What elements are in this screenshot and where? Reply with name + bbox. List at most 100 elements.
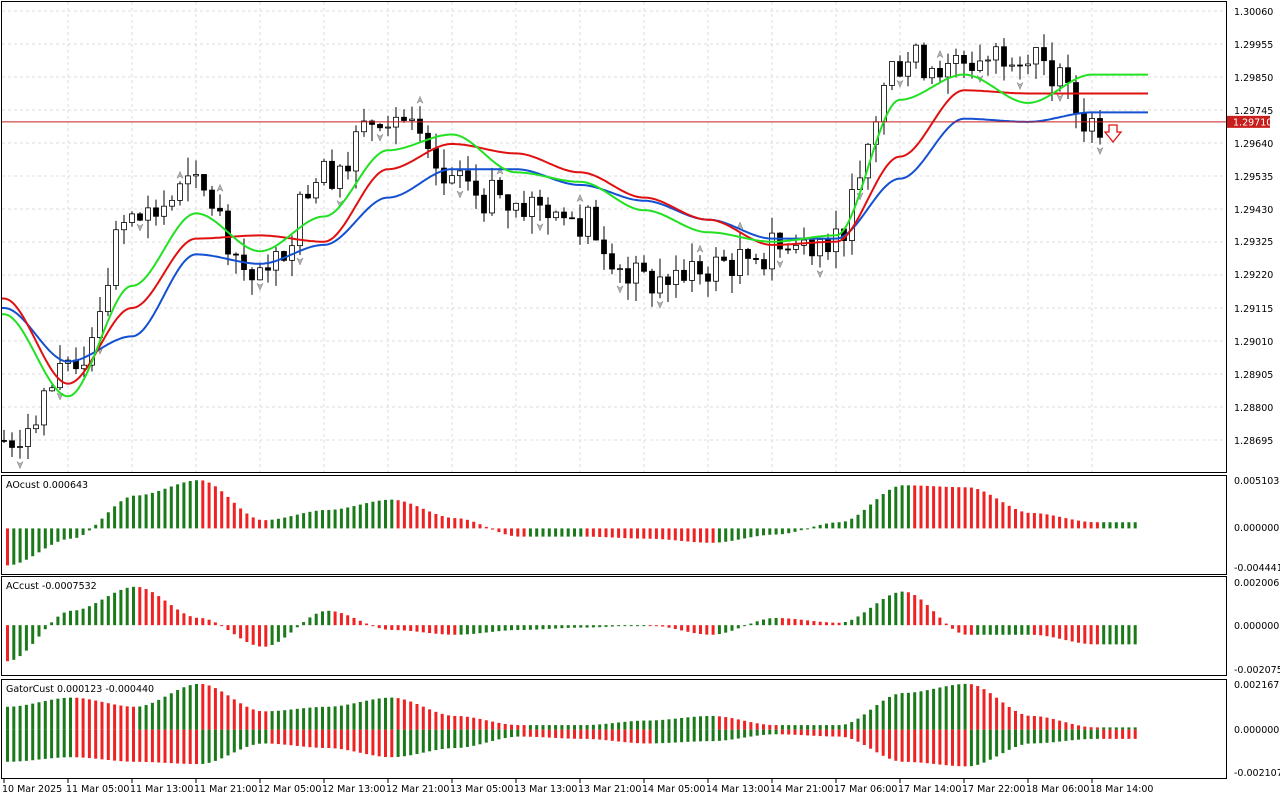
candle-body — [737, 249, 743, 276]
fractal-down-icon — [136, 223, 144, 232]
time-label: 13 Mar 05:00 — [450, 784, 513, 795]
candle-body — [177, 183, 183, 201]
histogram-bar — [938, 729, 942, 765]
histogram-bar — [465, 519, 469, 529]
candle-body — [385, 126, 391, 129]
histogram-bar — [69, 610, 72, 626]
histogram-bar — [1032, 729, 1036, 744]
candle-body — [9, 440, 15, 448]
histogram-bar — [201, 618, 205, 626]
histogram-bar — [138, 495, 142, 529]
histogram-bar — [384, 625, 387, 630]
price-label: 1.29220 — [1234, 270, 1273, 281]
histogram-bar — [447, 729, 450, 749]
histogram-bar — [604, 625, 608, 627]
histogram-bar — [1133, 625, 1137, 645]
time-axis[interactable]: 10 Mar 2025 11 Mar 05:00 11 Mar 13:00 11 Ma… — [2, 779, 1153, 795]
candle-body — [25, 428, 31, 447]
histogram-bar — [654, 528, 658, 539]
fractal-down-icon — [16, 460, 24, 470]
time-label: 17 Mar 06:00 — [834, 784, 897, 795]
candle-body — [481, 194, 487, 214]
histogram-bar — [1045, 717, 1049, 730]
histogram-bar — [352, 506, 356, 529]
histogram-bar — [453, 729, 457, 749]
histogram-bar — [220, 691, 224, 730]
histogram-bar — [157, 490, 161, 529]
candle-body — [977, 60, 983, 71]
fractal-up-icon — [936, 49, 944, 59]
histogram-bar — [1014, 710, 1017, 730]
histogram-bar — [478, 524, 482, 529]
histogram-bar — [862, 509, 866, 529]
histogram-bar — [283, 710, 287, 730]
histogram-bar — [1032, 625, 1036, 635]
histogram-bar — [629, 729, 633, 743]
histogram-bar — [724, 528, 728, 542]
histogram-bar — [629, 721, 633, 730]
fractal-down-icon — [1096, 146, 1104, 156]
histogram-bar — [447, 715, 450, 730]
histogram-bar — [264, 729, 268, 744]
candle-body — [721, 256, 727, 261]
histogram-bar — [1064, 729, 1068, 741]
histogram-bar — [642, 528, 646, 539]
histogram-bar — [434, 513, 438, 529]
histogram-bar — [636, 729, 639, 744]
histogram-bar — [951, 729, 954, 766]
price-label: 1.28800 — [1234, 403, 1273, 414]
histogram-bar — [762, 724, 765, 730]
histogram-bar — [497, 625, 501, 632]
histogram-bar — [711, 528, 715, 543]
histogram-bar — [18, 625, 22, 657]
histogram-bar — [1070, 729, 1074, 741]
histogram-bar — [919, 729, 923, 763]
candle-body — [105, 285, 111, 313]
histogram-bar — [6, 706, 9, 730]
histogram-bar — [554, 729, 558, 738]
histogram-bar — [188, 616, 192, 626]
histogram-bar — [1121, 625, 1125, 645]
alligator-teeth-line — [2, 89, 1148, 385]
time-label: 12 Mar 05:00 — [258, 784, 321, 795]
histogram-bar — [585, 625, 589, 628]
histogram-bar — [831, 522, 835, 529]
histogram-bar — [749, 528, 753, 538]
histogram-bar — [428, 511, 432, 529]
candle-body — [681, 269, 687, 281]
candle-body — [345, 165, 351, 172]
histogram-bar — [957, 729, 961, 767]
histogram-bar — [680, 717, 684, 730]
histogram-bar — [1039, 513, 1043, 529]
histogram-bar — [963, 683, 967, 730]
histogram-bar — [295, 625, 299, 628]
histogram-bar — [579, 625, 583, 628]
histogram-bar — [459, 518, 463, 529]
histogram-bar — [106, 729, 110, 761]
candle-body — [169, 199, 175, 207]
candle-body — [657, 276, 663, 294]
candle-body — [193, 174, 199, 177]
histogram-bar — [516, 729, 520, 737]
price-label: 1.30060 — [1234, 7, 1273, 18]
gator-scale-max: 0.002167 — [1234, 680, 1279, 691]
histogram-bar — [1020, 625, 1024, 635]
histogram-bar — [24, 729, 28, 761]
price-label: 1.28905 — [1234, 370, 1273, 381]
histogram-bar — [1007, 729, 1011, 750]
histogram-bar — [1032, 513, 1036, 529]
main-price-panel[interactable] — [1, 1, 1227, 473]
histogram-bar — [825, 523, 828, 529]
histogram-bar — [837, 522, 841, 529]
ac-panel[interactable] — [1, 576, 1227, 676]
histogram-bar — [1001, 729, 1005, 754]
histogram-bar — [87, 699, 91, 730]
histogram-bar — [654, 625, 658, 627]
histogram-bar — [894, 592, 898, 626]
histogram-bar — [390, 729, 394, 758]
histogram-bar — [869, 504, 873, 529]
histogram-bar — [995, 498, 999, 529]
histogram-bar — [585, 729, 589, 739]
price-scale[interactable]: 1.30060 1.29955 1.29850 1.29745 1.29640 … — [1234, 7, 1273, 447]
